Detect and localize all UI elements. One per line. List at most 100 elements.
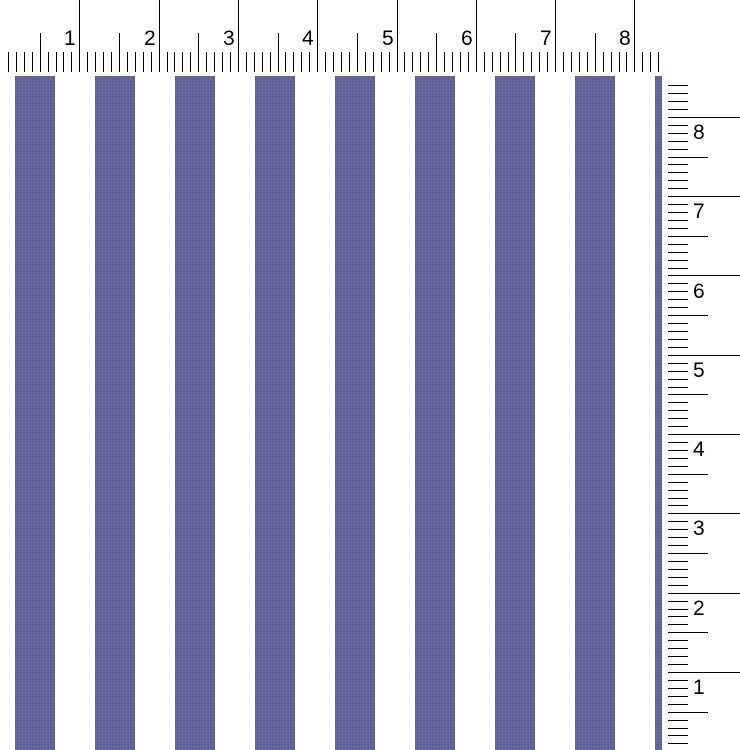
ruler-tick [48,52,49,72]
ruler-label: 8 [693,121,705,144]
ruler-tick [254,52,255,72]
ruler-tick [668,529,688,530]
ruler-tick [668,315,708,316]
ruler-tick [668,157,708,158]
stripe [495,76,535,750]
ruler-tick [111,52,112,72]
ruler-tick [668,133,688,134]
ruler-tick [668,260,688,261]
ruler-tick [143,52,144,72]
ruler-tick [571,52,572,72]
ruler-tick [119,33,120,72]
ruler-tick [668,624,688,625]
ruler-tick [341,52,342,72]
ruler-tick [668,379,688,380]
ruler-tick [668,141,688,142]
ruler-tick [222,52,223,72]
ruler-tick [349,52,350,72]
ruler-label: 3 [693,517,705,540]
ruler-tick [668,490,688,491]
ruler-tick [309,52,310,72]
ruler-tick [531,52,532,72]
ruler-tick [167,52,168,72]
ruler-tick [611,52,612,72]
ruler-tick [182,52,183,72]
ruler-tick [595,33,596,72]
ruler-tick [668,204,688,205]
ruler-tick [135,52,136,72]
ruler-tick [668,339,688,340]
ruler-label: 1 [693,676,705,699]
ruler-tick [246,52,247,72]
ruler-tick [71,52,72,72]
ruler-tick [650,52,651,72]
ruler-tick [668,482,688,483]
ruler-label: 3 [223,27,235,50]
ruler-tick [668,387,688,388]
ruler-tick [658,52,659,72]
ruler-tick [190,52,191,72]
ruler-tick [668,442,688,443]
ruler-tick [63,52,64,72]
ruler-tick [668,569,688,570]
stripe [335,76,375,750]
ruler-tick [668,632,708,633]
ruler-tick [127,52,128,72]
ruler-tick [412,52,413,72]
stripe [415,76,455,750]
ruler-tick [79,0,80,72]
ruler-tick [626,52,627,72]
ruler-tick [619,52,620,72]
stripe [255,76,295,750]
ruler-tick [668,363,688,364]
ruler-tick [668,188,688,189]
ruler-tick [668,307,688,308]
ruler-tick [634,0,635,72]
ruler-tick [389,52,390,72]
ruler-tick [668,323,688,324]
ruler-tick [668,172,688,173]
ruler-tick [668,283,688,284]
ruler-tick [547,52,548,72]
ruler-label: 4 [302,27,314,50]
ruler-tick [468,52,469,72]
ruler-tick [317,0,318,72]
ruler-tick [24,52,25,72]
ruler-tick [668,656,688,657]
ruler-tick [668,371,688,372]
ruler-tick [40,33,41,72]
ruler-tick [668,712,708,713]
ruler-tick [668,704,688,705]
ruler-tick [668,577,688,578]
ruler-tick [642,52,643,72]
ruler-tick [293,52,294,72]
ruler-tick [428,52,429,72]
ruler-tick [668,149,688,150]
ruler-tick [103,52,104,72]
ruler-tick [214,52,215,72]
ruler-tick [668,537,688,538]
ruler-tick [668,648,688,649]
stripe [175,76,215,750]
ruler-tick [198,33,199,72]
ruler-tick [668,291,688,292]
ruler-label: 8 [619,27,631,50]
ruler-tick [668,696,688,697]
ruler-tick [365,52,366,72]
ruler-tick [668,720,688,721]
ruler-label: 5 [693,359,705,382]
ruler-tick [668,616,688,617]
ruler-tick [87,52,88,72]
striped-fabric-preview [0,76,662,750]
ruler-tick [668,593,740,594]
ruler-tick [500,52,501,72]
ruler-tick [668,434,740,435]
ruler-tick [668,394,708,395]
ruler-tick [668,244,688,245]
stripe [655,76,662,750]
ruler-tick [460,52,461,72]
ruler-tick [668,585,688,586]
ruler-tick [515,33,516,72]
ruler-tick [381,52,382,72]
ruler-tick [668,735,688,736]
